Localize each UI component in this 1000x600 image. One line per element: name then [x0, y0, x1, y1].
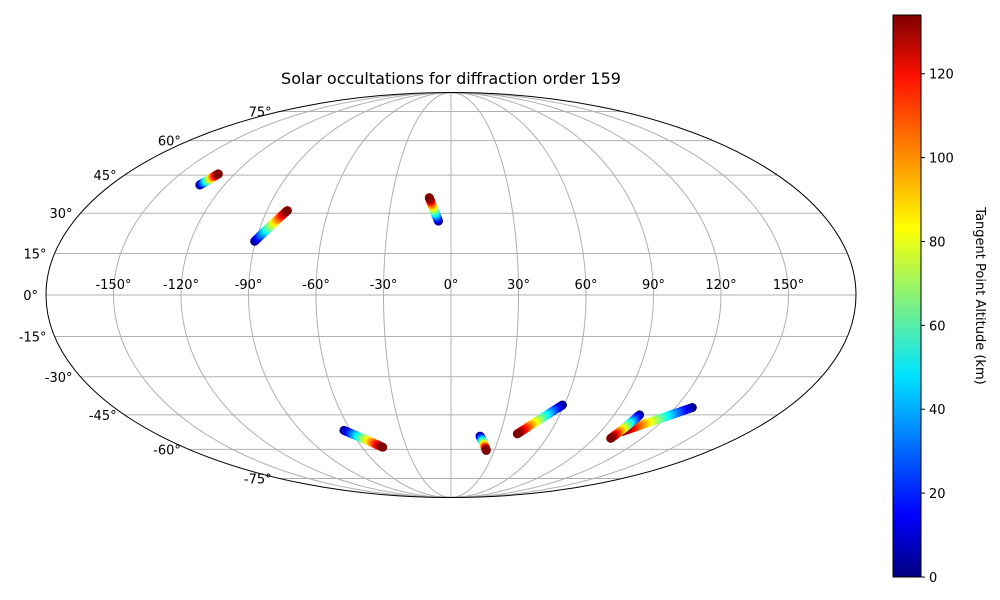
lat-tick-label: -75° — [244, 472, 272, 487]
lon-tick-label: 30° — [507, 278, 530, 293]
occultation-point — [606, 433, 616, 443]
occultation-track — [475, 431, 491, 455]
occultation-point — [282, 206, 292, 216]
lat-tick-label: 30° — [49, 207, 72, 222]
map-outline — [45, 92, 857, 498]
colorbar-tick-label: 120 — [929, 68, 954, 83]
lat-tick-label: 15° — [24, 248, 47, 263]
lat-tick-label: -45° — [89, 409, 117, 424]
lat-tick-label: 60° — [158, 135, 181, 150]
map-grid — [46, 92, 856, 498]
lon-tick-label: 60° — [574, 278, 597, 293]
occultation-point — [213, 169, 223, 179]
colorbar-tick-label: 20 — [929, 487, 946, 502]
colorbar: 0 20 40 60 80 100 120 Tangent Point Altitude (… — [892, 14, 987, 586]
occultation-track — [512, 400, 567, 439]
lat-tick-label: 45° — [94, 169, 117, 184]
lon-tick-label: -120° — [163, 278, 199, 293]
lat-tick-label: -60° — [153, 443, 181, 458]
lon-tick-label: 150° — [773, 278, 804, 293]
lat-tick-label: -15° — [19, 330, 47, 345]
colorbar-tick-label: 100 — [929, 152, 954, 167]
colorbar-tick-label: 0 — [929, 571, 937, 586]
lon-tick-label: -60° — [302, 278, 330, 293]
occultation-track — [339, 425, 388, 452]
colorbar-tick-label: 40 — [929, 403, 946, 418]
colorbar-ticks: 0 20 40 60 80 100 120 — [921, 68, 954, 586]
latitude-tick-labels: 75° 60° 45° 30° 15° 0° -15° -30° -45° -60° -75° — [19, 106, 272, 488]
colorbar-gradient — [892, 14, 922, 578]
occultation-track — [617, 403, 697, 437]
colorbar-tick-label: 80 — [929, 235, 946, 250]
occultation-point — [512, 429, 522, 439]
colorbar-label: Tangent Point Altitude (km) — [972, 206, 987, 384]
occultation-track — [606, 410, 645, 443]
lon-tick-label: 120° — [705, 278, 736, 293]
occultation-point — [378, 442, 388, 452]
occultation-point — [481, 445, 491, 455]
lon-tick-label: 0° — [444, 278, 459, 293]
occultation-point — [424, 193, 434, 203]
occultation-track — [424, 193, 443, 226]
lat-tick-label: -30° — [45, 371, 73, 386]
longitude-tick-labels: -150° -120° -90° -60° -30° 0° 30° 60° 90° 120° 150… — [95, 278, 804, 293]
lat-tick-label: 75° — [249, 106, 272, 121]
lon-tick-label: -90° — [235, 278, 263, 293]
lon-tick-label: 90° — [642, 278, 665, 293]
lat-tick-label: 0° — [23, 289, 38, 304]
lon-tick-label: -150° — [95, 278, 131, 293]
occultation-track — [250, 206, 292, 246]
lon-tick-label: -30° — [370, 278, 398, 293]
chart-title: Solar occultations for diffraction order… — [281, 69, 621, 88]
occultation-track — [195, 169, 223, 190]
occultation-points — [195, 169, 697, 455]
colorbar-tick-label: 60 — [929, 319, 946, 334]
